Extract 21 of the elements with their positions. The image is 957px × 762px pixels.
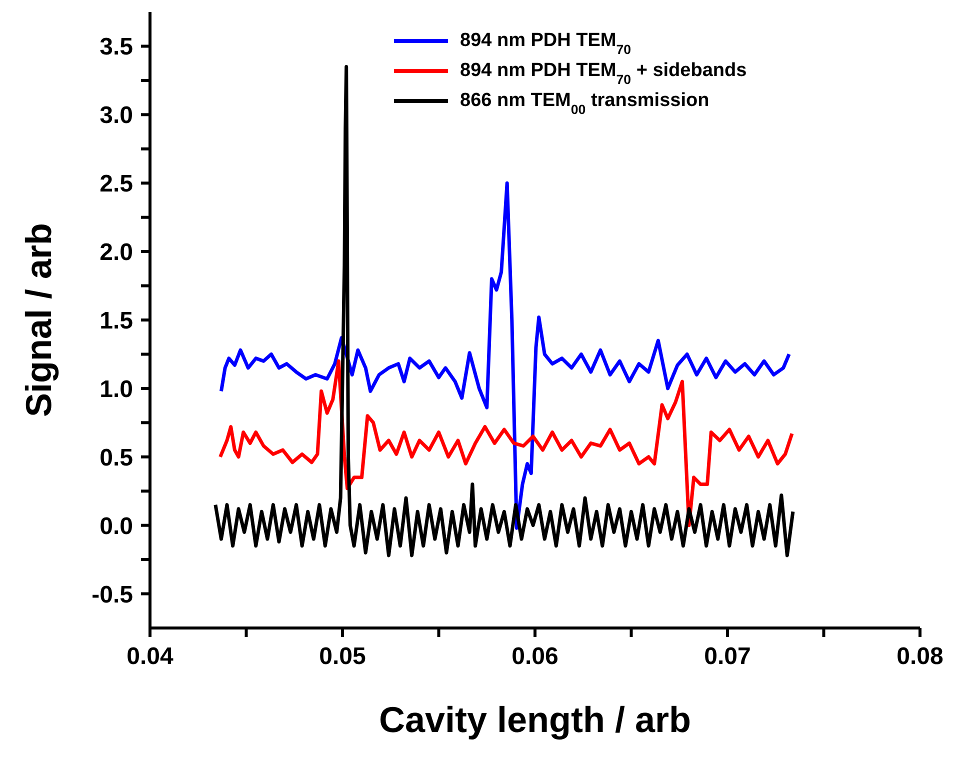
legend-label: 866 nm TEM$_{00}$ transmission <box>460 90 710 116</box>
line-series <box>218 359 794 528</box>
x-tick-label: 0.08 <box>896 643 944 670</box>
y-tick-label: 3.0 <box>100 102 133 130</box>
legend-label: 894 nm PDH TEM$_{70}$ <box>460 30 632 56</box>
x-axis-title: Cavity length / arb <box>378 699 692 740</box>
y-axis-title: Signal / arb <box>18 222 59 418</box>
y-tick-label: 2.0 <box>100 239 133 266</box>
legend-label: 894 nm PDH TEM$_{70}$ + sidebands <box>460 60 747 86</box>
y-tick-label: 0.5 <box>100 444 133 472</box>
y-tick-label: -0.5 <box>92 581 133 608</box>
x-tick-label: 0.04 <box>126 643 174 670</box>
x-tick-label: 0.06 <box>512 643 558 670</box>
y-tick-label: 3.5 <box>100 34 133 61</box>
y-tick-label: 1.5 <box>100 308 133 335</box>
x-tick-label: 0.07 <box>704 643 751 670</box>
x-tick-label: 0.05 <box>319 643 366 670</box>
y-tick-label: 2.5 <box>100 170 133 198</box>
y-tick-label: 1.0 <box>100 376 133 403</box>
y-tick-label: 0.0 <box>100 512 133 540</box>
line-series <box>219 181 791 530</box>
